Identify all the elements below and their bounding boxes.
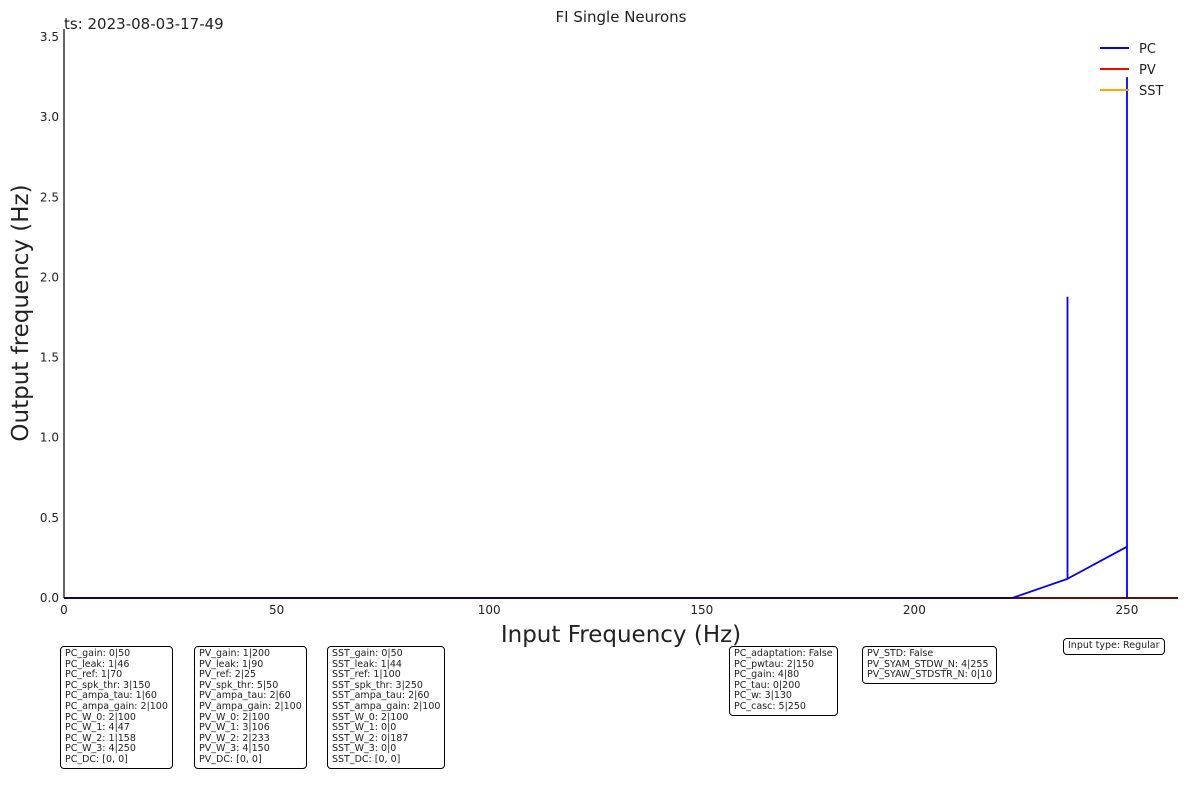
- legend-label-sst: SST: [1139, 84, 1164, 99]
- param-line: Input type: Regular: [1068, 640, 1160, 651]
- chart-title: FI Single Neurons: [556, 8, 687, 26]
- param-line: SST_DC: [0, 0]: [332, 753, 401, 765]
- param-line: SST_W_3: 0|0: [332, 743, 397, 755]
- y-tick-label: 1.0: [40, 431, 59, 445]
- x-axis-ticks: 0 50 100 150 200 250: [60, 603, 1138, 617]
- param-line: PC_leak: 1|46: [65, 658, 130, 670]
- param-line: SST_ampa_gain: 2|100: [332, 700, 441, 712]
- param-line: PC_W_1: 4|47: [65, 722, 130, 734]
- param-line: SST_W_2: 0|187: [332, 732, 409, 744]
- y-tick-label: 1.5: [40, 351, 59, 365]
- param-line: SST_gain: 0|50: [332, 648, 403, 659]
- pv-std-box: PV_STD: False PV_SYAM_STDW_N: 4|255 PV_SYA…: [862, 646, 998, 684]
- series-line-pc: [64, 77, 1128, 599]
- param-line: PV_DC: [0, 0]: [199, 753, 262, 765]
- param-line: PV_SYAW_STDSTR_N: 0|10: [867, 669, 993, 681]
- y-tick-label: 2.0: [40, 270, 59, 284]
- y-tick-label: 3.0: [40, 110, 59, 124]
- pv-params-box: PV_gain: 1|200 PV_leak: 1|90 PV_ref: 2|25 P…: [194, 646, 307, 769]
- y-tick-label: 0.5: [40, 511, 59, 525]
- param-line: PC_pwtau: 2|150: [734, 658, 815, 670]
- x-tick-label: 250: [1116, 603, 1139, 617]
- param-line: PV_ampa_gain: 2|100: [199, 700, 302, 712]
- param-line: SST_ampa_tau: 2|60: [332, 690, 430, 702]
- param-line: PV_gain: 1|200: [199, 648, 271, 659]
- param-line: SST_W_0: 2|100: [332, 711, 409, 723]
- param-line: PV_W_0: 2|100: [199, 711, 270, 723]
- param-line: PV_W_3: 4|150: [199, 743, 270, 755]
- param-line: PC_W_0: 2|100: [65, 711, 136, 723]
- param-line: PC_spk_thr: 3|150: [65, 679, 151, 691]
- x-tick-label: 200: [903, 603, 926, 617]
- param-line: PV_spk_thr: 5|50: [199, 679, 279, 691]
- chart-legend: PC PV SST: [1100, 42, 1164, 99]
- param-line: PC_adaptation: False: [734, 648, 833, 659]
- param-line: PC_DC: [0, 0]: [65, 753, 128, 765]
- sst-params-box: SST_gain: 0|50 SST_leak: 1|44 SST_ref: 1|1…: [327, 646, 446, 769]
- param-line: PC_gain: 4|80: [734, 669, 800, 681]
- param-line: PC_tau: 0|200: [734, 679, 801, 691]
- param-line: PV_STD: False: [867, 648, 934, 659]
- y-tick-label: 0.0: [40, 591, 59, 605]
- legend-label-pc: PC: [1139, 42, 1156, 57]
- param-line: PC_casc: 5|250: [734, 700, 806, 712]
- x-tick-label: 150: [690, 603, 713, 617]
- param-line: PC_ampa_gain: 2|100: [65, 700, 168, 712]
- param-line: PV_leak: 1|90: [199, 658, 264, 670]
- param-line: SST_W_1: 0|0: [332, 722, 397, 734]
- input-type-box: Input type: Regular: [1063, 638, 1165, 655]
- param-line: PV_ampa_tau: 2|60: [199, 690, 291, 702]
- param-line: PC_gain: 0|50: [65, 648, 131, 659]
- y-axis-ticks: 0.0 0.5 1.0 1.5 2.0 2.5 3.0 3.5: [40, 30, 59, 605]
- series-lines: [64, 77, 1178, 599]
- param-line: PV_W_1: 3|106: [199, 722, 270, 734]
- param-line: PC_W_3: 4|250: [65, 743, 136, 755]
- x-tick-label: 0: [60, 603, 68, 617]
- pc-adaptation-box: PC_adaptation: False PC_pwtau: 2|150 PC_ga…: [729, 646, 838, 716]
- param-line: SST_leak: 1|44: [332, 658, 402, 670]
- param-line: PC_ampa_tau: 1|60: [65, 690, 157, 702]
- timestamp-label: ts: 2023-08-03-17-49: [64, 15, 224, 33]
- param-line: PV_SYAM_STDW_N: 4|255: [867, 658, 989, 670]
- param-line: PV_ref: 2|25: [199, 669, 257, 681]
- param-line: PV_W_2: 2|233: [199, 732, 270, 744]
- param-line: PC_w: 3|130: [734, 690, 792, 702]
- x-tick-label: 50: [269, 603, 284, 617]
- param-line: SST_ref: 1|100: [332, 669, 401, 681]
- legend-label-pv: PV: [1139, 63, 1156, 78]
- param-line: PC_ref: 1|70: [65, 669, 123, 681]
- x-tick-label: 100: [478, 603, 501, 617]
- param-line: SST_spk_thr: 3|250: [332, 679, 423, 691]
- y-tick-label: 2.5: [40, 190, 59, 204]
- param-line: PC_W_2: 1|158: [65, 732, 136, 744]
- pc-params-box: PC_gain: 0|50 PC_leak: 1|46 PC_ref: 1|70 PC…: [60, 646, 173, 769]
- y-axis-label: Output frequency (Hz): [8, 184, 34, 441]
- x-axis-label: Input Frequency (Hz): [501, 622, 741, 648]
- y-tick-label: 3.5: [40, 30, 59, 44]
